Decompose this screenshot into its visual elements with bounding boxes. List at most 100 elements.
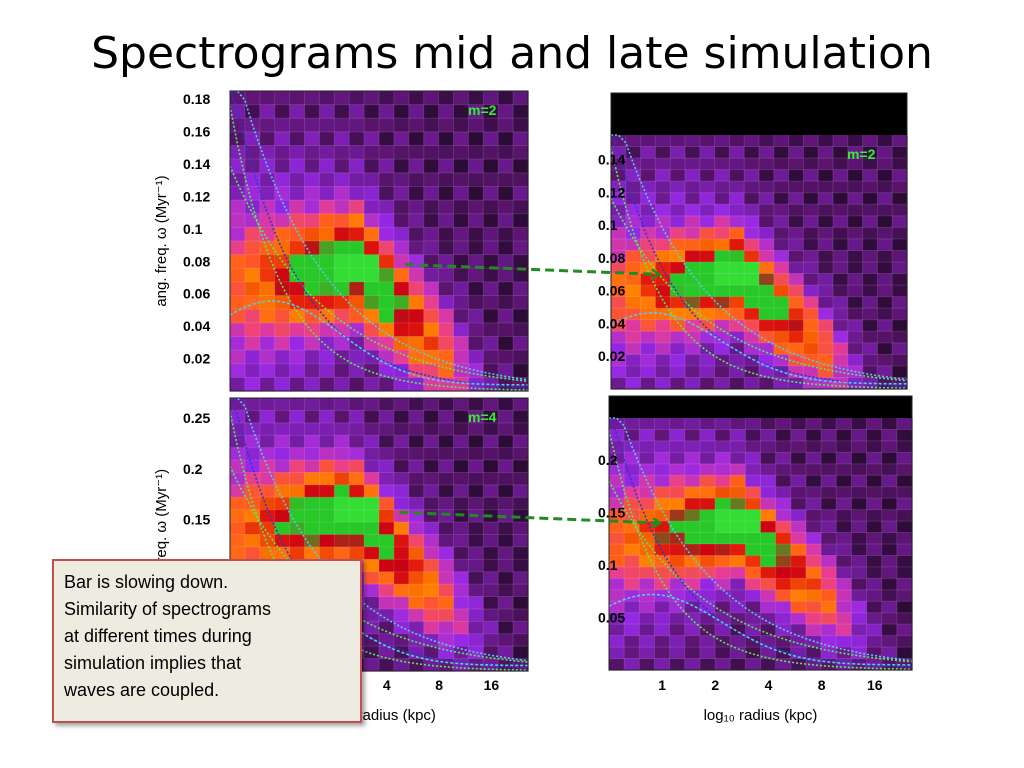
- heatmap-cell: [408, 172, 425, 188]
- heatmap-cell: [669, 601, 686, 614]
- heatmap-cell: [655, 342, 671, 355]
- heatmap-cell: [821, 647, 837, 660]
- heatmap-cell: [468, 281, 484, 297]
- heatmap-cell: [833, 215, 849, 228]
- heatmap-cell: [498, 227, 514, 242]
- heatmap-cell: [483, 200, 499, 215]
- heatmap-cell: [862, 342, 878, 355]
- heatmap-cell: [699, 296, 716, 309]
- heatmap-cell: [609, 647, 625, 660]
- heatmap-cell: [468, 410, 484, 424]
- heatmap-cell: [847, 238, 864, 252]
- heatmap-cell: [274, 460, 291, 474]
- heatmap-cell: [847, 158, 864, 171]
- heatmap-cell: [483, 472, 499, 486]
- heatmap-cell: [896, 624, 913, 637]
- heatmap-cell: [684, 418, 701, 431]
- heatmap-cell: [259, 509, 276, 523]
- heatmap-cell: [624, 486, 640, 499]
- heatmap-cell: [513, 227, 529, 242]
- heatmap-cell: [498, 460, 514, 474]
- heatmap-cell: [259, 350, 276, 365]
- heatmap-cell: [423, 621, 440, 635]
- heatmap-cell: [877, 204, 893, 217]
- heatmap-cell: [259, 254, 276, 269]
- heatmap-cell: [230, 336, 246, 351]
- heatmap-cell: [259, 546, 276, 560]
- heatmap-cell: [639, 635, 656, 648]
- heatmap-cell: [714, 146, 730, 159]
- heatmap-cell: [729, 158, 745, 171]
- heatmap-cell: [304, 377, 320, 392]
- heatmap-cell: [685, 135, 701, 148]
- heatmap-cell: [654, 578, 671, 591]
- heatmap-cell: [625, 319, 642, 332]
- heatmap-cell: [438, 447, 455, 461]
- heatmap-cell: [468, 104, 484, 119]
- heatmap-cell: [773, 354, 790, 367]
- heatmap-cell: [790, 612, 807, 625]
- heatmap-cell: [684, 440, 701, 453]
- heatmap-cell: [788, 238, 804, 252]
- heatmap-cell: [408, 435, 425, 449]
- heatmap-cell: [349, 377, 365, 392]
- heatmap-cell: [244, 309, 261, 324]
- heatmap-cell: [714, 308, 730, 321]
- heatmap-cell: [408, 159, 425, 174]
- heatmap-cell: [805, 452, 822, 465]
- y-tick-label: 0.08: [183, 253, 210, 269]
- heatmap-cell: [670, 285, 686, 298]
- heatmap-cell: [670, 250, 686, 263]
- heatmap-cell: [423, 522, 440, 536]
- heatmap-cell: [851, 418, 868, 431]
- heatmap-cell: [639, 498, 656, 511]
- heatmap-cell: [319, 398, 335, 412]
- heatmap-cell: [244, 159, 261, 174]
- heatmap-cell: [847, 296, 864, 309]
- heatmap-cell: [244, 322, 261, 338]
- heatmap-cell: [468, 268, 484, 283]
- heatmap-cell: [319, 410, 335, 424]
- heatmap-cell: [289, 200, 306, 215]
- heatmap-cell: [609, 589, 625, 602]
- heatmap-cell: [670, 215, 686, 228]
- heatmap-cell: [699, 192, 716, 205]
- heatmap-cell: [611, 250, 627, 263]
- heatmap-cell: [468, 350, 484, 365]
- heatmap-cell: [349, 295, 365, 310]
- heatmap-cell: [438, 377, 455, 392]
- heatmap-cell: [881, 566, 898, 579]
- heatmap-cell: [379, 186, 395, 201]
- heatmap-cell: [393, 145, 410, 160]
- heatmap-cell: [654, 486, 671, 499]
- heatmap-cell: [611, 365, 627, 379]
- heatmap-cell: [379, 633, 395, 647]
- heatmap-cell: [699, 521, 716, 534]
- heatmap-cell: [364, 621, 380, 635]
- heatmap-cell: [453, 227, 469, 242]
- heatmap-cell: [654, 429, 671, 442]
- heatmap-cell: [468, 398, 484, 412]
- y-tick-label: 0.25: [183, 410, 210, 426]
- heatmap-cell: [670, 377, 686, 390]
- heatmap-cell: [760, 498, 777, 511]
- heatmap-cell: [453, 91, 469, 106]
- heatmap-cell: [393, 633, 410, 647]
- heatmap-cell: [468, 159, 484, 174]
- heatmap-cell: [438, 159, 455, 174]
- heatmap-cell: [684, 544, 701, 557]
- heatmap-cell: [745, 658, 762, 671]
- heatmap-cell: [699, 418, 716, 431]
- heatmap-cell: [453, 608, 469, 622]
- heatmap-cell: [896, 635, 913, 648]
- heatmap-cell: [453, 410, 469, 424]
- y-tick-label: 0.1: [598, 557, 618, 573]
- heatmap-cell: [773, 250, 790, 263]
- heatmap-cell: [745, 475, 762, 488]
- heatmap-cell: [483, 254, 499, 269]
- heatmap-cell: [866, 647, 883, 660]
- heatmap-cell: [685, 331, 701, 344]
- heatmap-cell: [745, 612, 762, 625]
- heatmap-cell: [639, 475, 656, 488]
- heatmap-cell: [760, 486, 777, 499]
